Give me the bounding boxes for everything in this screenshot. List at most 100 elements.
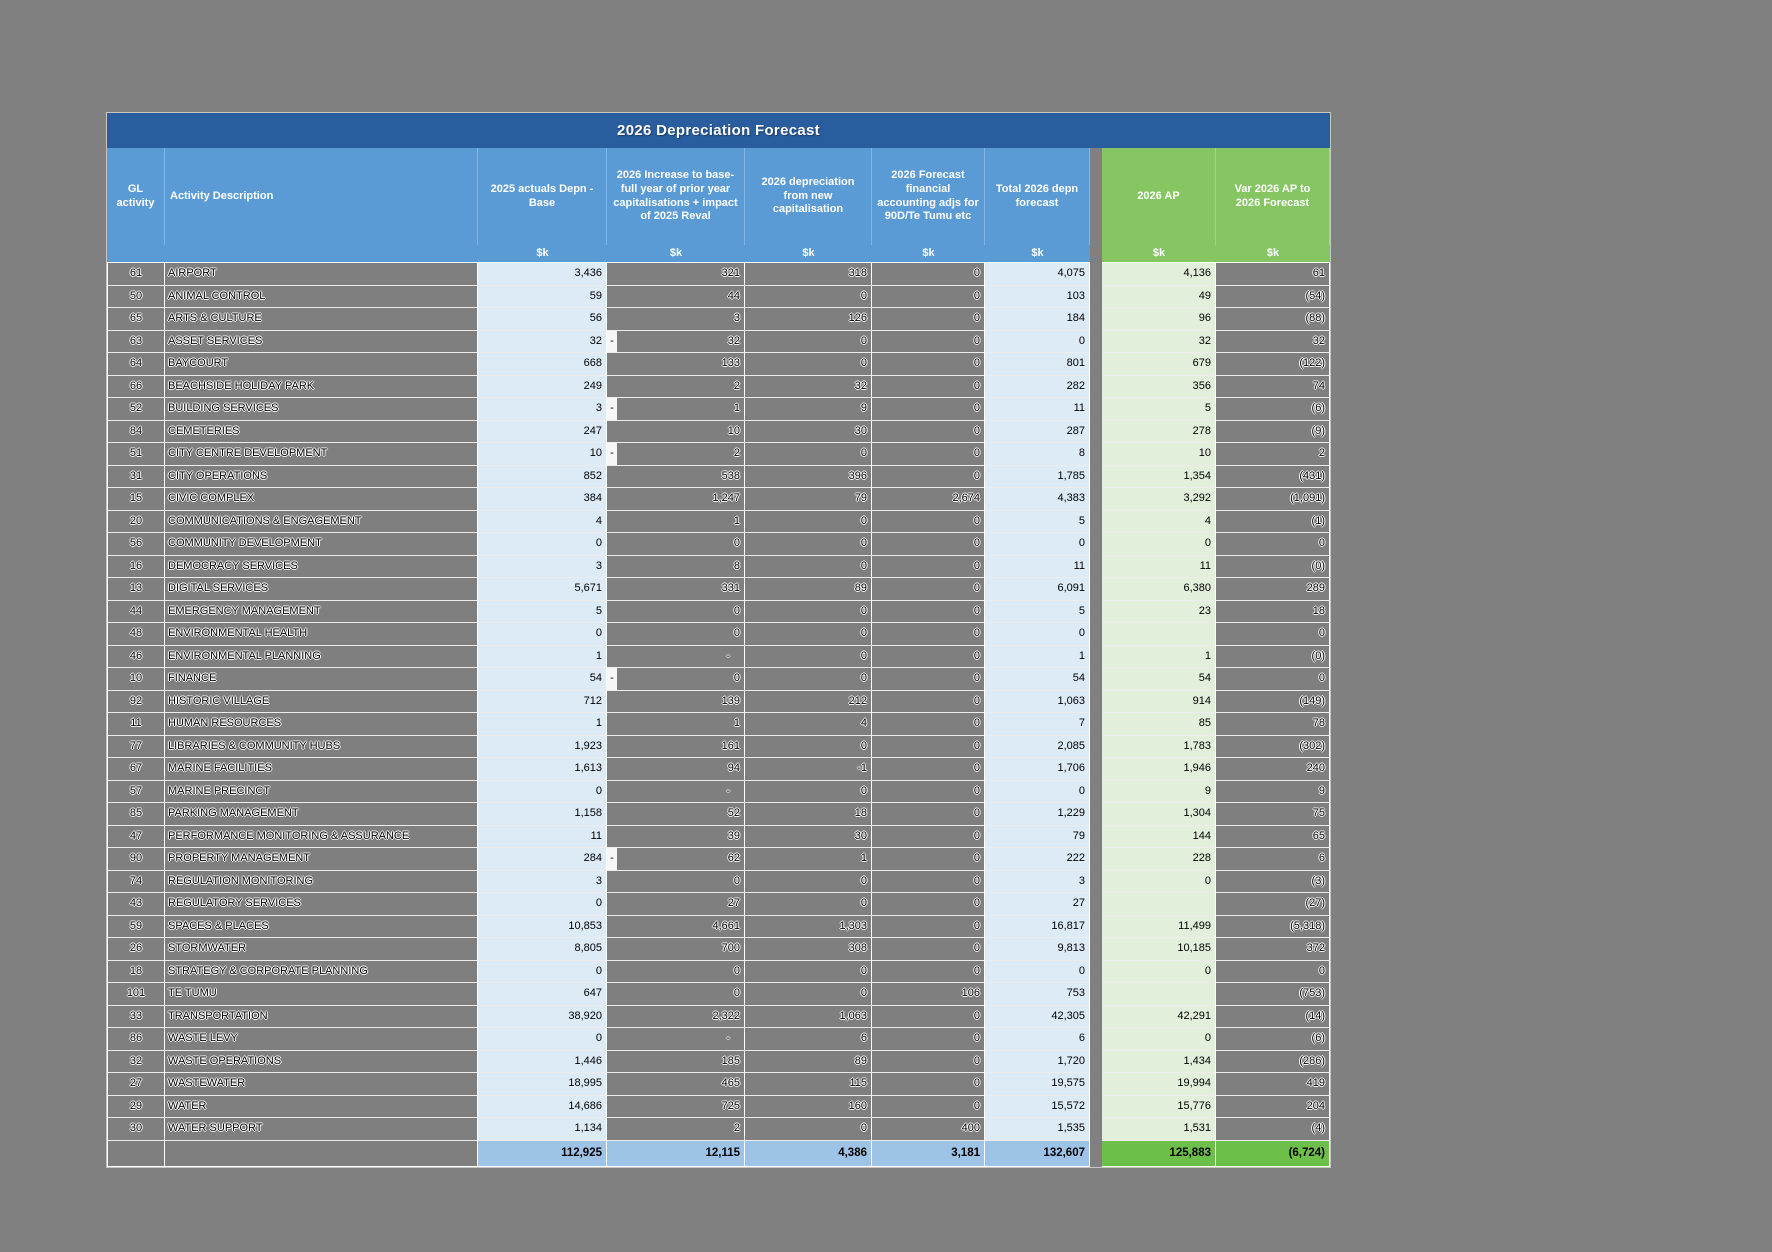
annual-plan-cell[interactable]: 228: [1102, 848, 1216, 871]
annual-plan-cell[interactable]: 0: [1102, 871, 1216, 894]
total-forecast-cell[interactable]: 4,075: [985, 263, 1090, 286]
increase-2026-cell[interactable]: 2: [607, 1118, 745, 1141]
new-capitalisation-cell[interactable]: 89: [745, 578, 872, 601]
forecast-adjs-cell[interactable]: 0: [872, 848, 985, 871]
gl-activity-cell[interactable]: 30: [107, 1118, 165, 1141]
forecast-adjs-cell[interactable]: 0: [872, 466, 985, 489]
variance-cell[interactable]: (753): [1216, 983, 1330, 1006]
variance-cell[interactable]: 240: [1216, 758, 1330, 781]
gl-activity-cell[interactable]: 16: [107, 556, 165, 579]
forecast-adjs-cell[interactable]: 0: [872, 286, 985, 309]
increase-2026-cell[interactable]: 1: [607, 511, 745, 534]
increase-2026-cell[interactable]: 2,322: [607, 1006, 745, 1029]
gl-activity-cell[interactable]: 64: [107, 353, 165, 376]
forecast-adjs-cell[interactable]: 2,674: [872, 488, 985, 511]
new-capitalisation-cell[interactable]: 9: [745, 398, 872, 421]
forecast-adjs-cell[interactable]: 0: [872, 1051, 985, 1074]
new-capitalisation-cell[interactable]: 0: [745, 871, 872, 894]
increase-2026-cell[interactable]: 4,661: [607, 916, 745, 939]
activity-description-cell[interactable]: WATER SUPPORT: [165, 1118, 478, 1141]
variance-cell[interactable]: (3): [1216, 871, 1330, 894]
variance-cell[interactable]: (1,091): [1216, 488, 1330, 511]
forecast-adjs-cell[interactable]: 0: [872, 511, 985, 534]
new-capitalisation-cell[interactable]: 0: [745, 353, 872, 376]
actuals-2025-cell[interactable]: 32: [478, 331, 607, 354]
variance-cell[interactable]: (149): [1216, 691, 1330, 714]
actuals-2025-cell[interactable]: 1: [478, 713, 607, 736]
forecast-adjs-cell[interactable]: 0: [872, 1006, 985, 1029]
gl-activity-cell[interactable]: 57: [107, 781, 165, 804]
forecast-adjs-cell[interactable]: 0: [872, 1073, 985, 1096]
gl-activity-cell[interactable]: 50: [107, 286, 165, 309]
increase-2026-cell[interactable]: 321: [607, 263, 745, 286]
actuals-2025-cell[interactable]: 668: [478, 353, 607, 376]
increase-2026-cell[interactable]: 700: [607, 938, 745, 961]
variance-cell[interactable]: (88): [1216, 308, 1330, 331]
total-forecast-cell[interactable]: 19,575: [985, 1073, 1090, 1096]
forecast-adjs-cell[interactable]: 0: [872, 331, 985, 354]
activity-description-cell[interactable]: ASSET SERVICES: [165, 331, 478, 354]
increase-2026-cell[interactable]: -62: [607, 848, 745, 871]
forecast-adjs-cell[interactable]: 0: [872, 376, 985, 399]
total-forecast-cell[interactable]: 2,085: [985, 736, 1090, 759]
gl-activity-cell[interactable]: 47: [107, 826, 165, 849]
increase-2026-cell[interactable]: 2: [607, 376, 745, 399]
variance-cell[interactable]: 0: [1216, 961, 1330, 984]
increase-2026-cell[interactable]: -: [607, 1028, 745, 1051]
total-forecast-cell[interactable]: 7: [985, 713, 1090, 736]
increase-2026-cell[interactable]: 725: [607, 1096, 745, 1119]
total-forecast-cell[interactable]: 801: [985, 353, 1090, 376]
activity-description-cell[interactable]: COMMUNITY DEVELOPMENT: [165, 533, 478, 556]
total-forecast-cell[interactable]: 1,063: [985, 691, 1090, 714]
actuals-2025-cell[interactable]: 0: [478, 893, 607, 916]
variance-cell[interactable]: 204: [1216, 1096, 1330, 1119]
gl-activity-cell[interactable]: 15: [107, 488, 165, 511]
annual-plan-cell[interactable]: 356: [1102, 376, 1216, 399]
increase-2026-cell[interactable]: 52: [607, 803, 745, 826]
variance-cell[interactable]: 74: [1216, 376, 1330, 399]
new-capitalisation-cell[interactable]: 0: [745, 443, 872, 466]
variance-cell[interactable]: (9): [1216, 421, 1330, 444]
actuals-2025-cell[interactable]: 56: [478, 308, 607, 331]
annual-plan-cell[interactable]: 278: [1102, 421, 1216, 444]
total-forecast-cell[interactable]: 282: [985, 376, 1090, 399]
gl-activity-cell[interactable]: 27: [107, 1073, 165, 1096]
increase-2026-cell[interactable]: -2: [607, 443, 745, 466]
variance-cell[interactable]: 18: [1216, 601, 1330, 624]
new-capitalisation-cell[interactable]: 0: [745, 533, 872, 556]
variance-cell[interactable]: 0: [1216, 623, 1330, 646]
activity-description-cell[interactable]: WATER: [165, 1096, 478, 1119]
new-capitalisation-cell[interactable]: 0: [745, 331, 872, 354]
annual-plan-cell[interactable]: [1102, 983, 1216, 1006]
annual-plan-cell[interactable]: 10: [1102, 443, 1216, 466]
increase-2026-cell[interactable]: 1: [607, 713, 745, 736]
new-capitalisation-cell[interactable]: 160: [745, 1096, 872, 1119]
annual-plan-cell[interactable]: 1,304: [1102, 803, 1216, 826]
total-forecast-cell[interactable]: 5: [985, 511, 1090, 534]
gl-activity-cell[interactable]: 43: [107, 893, 165, 916]
activity-description-cell[interactable]: DIGITAL SERVICES: [165, 578, 478, 601]
variance-cell[interactable]: (122): [1216, 353, 1330, 376]
forecast-adjs-cell[interactable]: 0: [872, 1096, 985, 1119]
annual-plan-cell[interactable]: 914: [1102, 691, 1216, 714]
activity-description-cell[interactable]: STRATEGY & CORPORATE PLANNING: [165, 961, 478, 984]
new-capitalisation-cell[interactable]: 0: [745, 623, 872, 646]
activity-description-cell[interactable]: ENVIRONMENTAL HEALTH: [165, 623, 478, 646]
increase-2026-cell[interactable]: 10: [607, 421, 745, 444]
new-capitalisation-cell[interactable]: 0: [745, 556, 872, 579]
annual-plan-cell[interactable]: [1102, 623, 1216, 646]
annual-plan-cell[interactable]: 11: [1102, 556, 1216, 579]
new-capitalisation-cell[interactable]: 396: [745, 466, 872, 489]
annual-plan-cell[interactable]: 5: [1102, 398, 1216, 421]
new-capitalisation-cell[interactable]: 318: [745, 263, 872, 286]
forecast-adjs-cell[interactable]: 0: [872, 533, 985, 556]
activity-description-cell[interactable]: DEMOCRACY SERVICES: [165, 556, 478, 579]
total-forecast-cell[interactable]: 1,706: [985, 758, 1090, 781]
gl-activity-cell[interactable]: 74: [107, 871, 165, 894]
new-capitalisation-cell[interactable]: 0: [745, 983, 872, 1006]
annual-plan-cell[interactable]: 9: [1102, 781, 1216, 804]
gl-activity-cell[interactable]: 48: [107, 623, 165, 646]
variance-cell[interactable]: (6): [1216, 398, 1330, 421]
gl-activity-cell[interactable]: 32: [107, 1051, 165, 1074]
annual-plan-cell[interactable]: 32: [1102, 331, 1216, 354]
